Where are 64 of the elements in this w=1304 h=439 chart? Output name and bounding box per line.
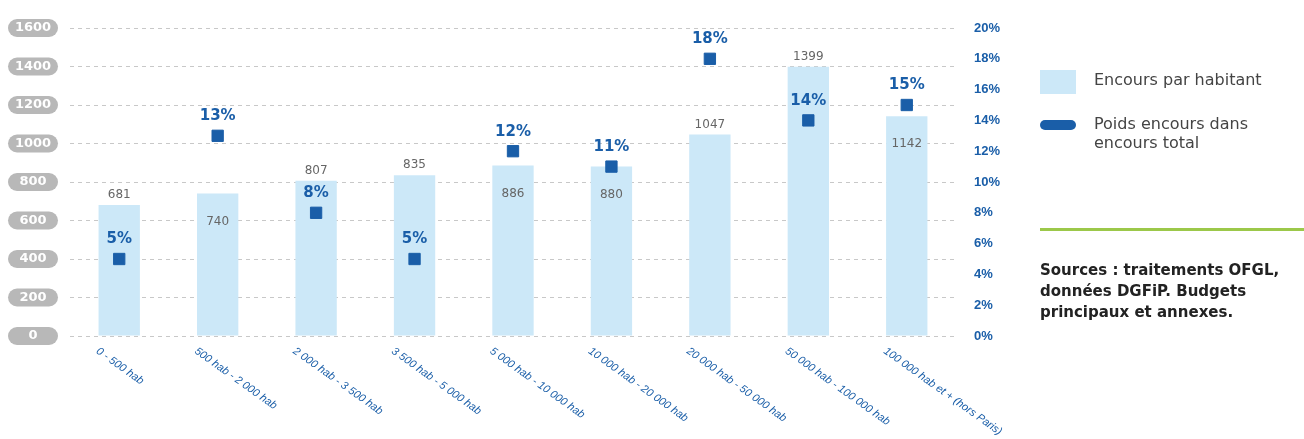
point: [605, 160, 618, 173]
y-tick-label: 1200: [14, 96, 52, 112]
bar: [787, 66, 829, 336]
x-tick-label: 2 000 hab - 3 500 hab: [290, 343, 386, 417]
y2-tick-label: 10%: [973, 173, 1001, 189]
bar: [196, 193, 239, 336]
data-label: 740: [206, 213, 230, 228]
data-label: 880: [599, 186, 623, 201]
y2-tick-label: 12%: [973, 142, 1001, 158]
y-tick-label: 400: [19, 250, 47, 266]
y2-tick-label: 14%: [973, 111, 1001, 127]
data-label: 11%: [593, 136, 630, 155]
point: [703, 52, 717, 65]
point: [408, 252, 421, 266]
y2-tick-label: 4%: [973, 265, 994, 281]
y-tick-label: 1600: [14, 19, 52, 35]
y-tick-label: 1400: [14, 57, 52, 73]
source-note: Sources : traitements OFGL, données DGFiP. Budgets principaux et annexes.: [1040, 260, 1281, 323]
bar: [689, 134, 731, 336]
legend-label: Encours par habitant: [1094, 70, 1262, 89]
x-tick-label: 5 000 hab - 10 000 hab: [488, 344, 588, 421]
y-tick-label: 0: [28, 327, 38, 343]
bar: [393, 175, 436, 336]
data-label: 5%: [401, 229, 428, 248]
data-label: 5%: [106, 229, 132, 248]
data-label: 12%: [495, 121, 531, 140]
x-tick-label: 3 500 hab - 5 000 hab: [389, 344, 485, 417]
data-label: 1399: [793, 48, 824, 63]
data-label: 14%: [790, 90, 827, 109]
y2-tick-label: 2%: [973, 296, 994, 312]
data-label: 835: [403, 157, 426, 172]
bar: [590, 166, 633, 336]
y2-tick-label: 18%: [973, 50, 1001, 66]
data-label: 807: [304, 162, 328, 177]
point: [900, 98, 913, 112]
data-label: 13%: [199, 106, 236, 125]
data-label: 886: [501, 185, 525, 200]
y2-tick-label: 8%: [973, 204, 994, 220]
y-tick-label: 800: [19, 173, 47, 189]
data-label: 1142: [891, 136, 923, 151]
point: [309, 206, 323, 219]
data-label: 8%: [303, 183, 329, 202]
legend-label: Poids encours dans encours total: [1094, 114, 1250, 152]
point: [802, 114, 815, 127]
y-tick-label: 1000: [14, 134, 52, 150]
point: [113, 252, 126, 266]
data-label: 18%: [691, 29, 728, 48]
point: [506, 145, 520, 158]
data-label: 1047: [694, 116, 726, 131]
y-tick-label: 200: [19, 288, 47, 304]
bar: [98, 204, 140, 336]
data-label: 681: [107, 187, 131, 202]
y2-tick-label: 16%: [973, 81, 1001, 97]
point: [211, 129, 224, 142]
y2-tick-label: 20%: [973, 19, 1001, 35]
y2-tick-label: 0%: [973, 327, 994, 343]
bar: [886, 116, 928, 336]
y-tick-label: 600: [19, 211, 47, 227]
y2-tick-label: 6%: [973, 235, 994, 251]
x-tick-label: 500 hab - 2 000 hab: [192, 344, 280, 412]
bar: [295, 180, 337, 336]
bar: [492, 165, 534, 336]
data-label: 15%: [888, 75, 925, 94]
x-tick-label: 0 - 500 hab: [94, 344, 147, 387]
